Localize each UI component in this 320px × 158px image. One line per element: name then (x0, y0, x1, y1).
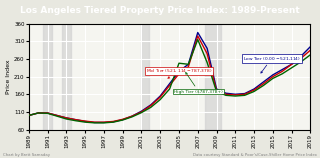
Bar (141, 24, 149, 130)
Bar (62, 24, 71, 130)
Text: High Tier ($787,378+): High Tier ($787,378+) (174, 73, 223, 94)
Text: Mid Tier ($521,114 - $787,378): Mid Tier ($521,114 - $787,378) (146, 67, 212, 78)
Text: Data courtesy Standard & Poor's/Case-Shiller Home Price Index: Data courtesy Standard & Poor's/Case-Shi… (193, 153, 317, 157)
Y-axis label: Price Index: Price Index (6, 59, 11, 94)
Text: Chart by Brett Samaday: Chart by Brett Samaday (3, 153, 50, 157)
Text: Low Tier ($0.00 - $521,114): Low Tier ($0.00 - $521,114) (243, 55, 301, 73)
Bar (205, 24, 221, 130)
Text: Los Angeles Tiered Property Price Index: 1989-Present: Los Angeles Tiered Property Price Index:… (20, 6, 300, 15)
Bar (43, 24, 52, 130)
